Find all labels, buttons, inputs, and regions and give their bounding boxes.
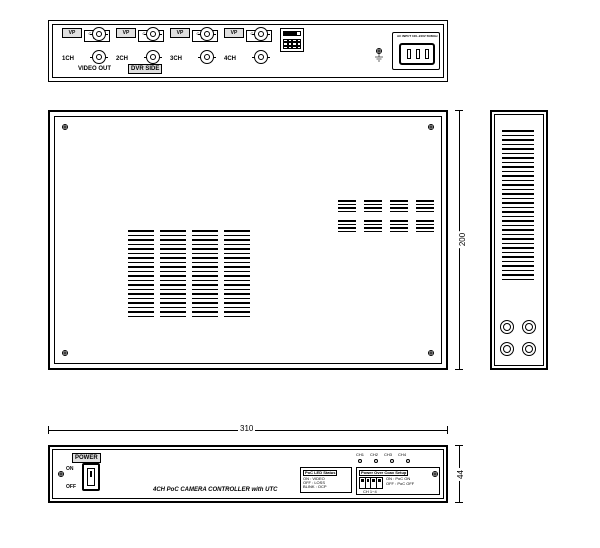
led-1 [358,459,362,463]
led-status-box: PoC LED Status ON : VIDEO OFF : LOSS BLI… [300,467,352,493]
ch2-led-label: CH2 [370,453,378,457]
front-title: 4CH PoC CAMERA CONTROLLER with UTC [153,487,277,493]
side-vents [502,130,534,283]
power-switch[interactable] [82,463,100,491]
bnc-3-bot [200,50,214,64]
rear-view: VP CAMERA OUT 1CH VP CAMERA OUT 2CH VP C… [48,20,448,82]
bnc-2-bot [146,50,160,64]
front-dip[interactable] [359,477,383,489]
top-screw-tr [428,124,434,130]
led-3 [390,459,394,463]
bnc-1-bot [92,50,106,64]
front-screw-l [58,471,64,477]
vp-box-3: VP [170,28,190,38]
rear-dip-block [280,28,304,52]
led-4 [406,459,410,463]
poc-setup-box: Power Over Coax Setup ON : PoC ON OFF : … [356,467,440,495]
ch-label-2: 2CH [116,56,128,62]
ground-icon [376,48,382,54]
ch-label-4: 4CH [224,56,236,62]
side-screw-3 [500,342,514,356]
led-blink: BLINK : OCP [303,485,349,489]
dim-depth-text: 200 [458,231,467,248]
bnc-4-bot [254,50,268,64]
front-view: POWER ON OFF 4CH PoC CAMERA CONTROLLER w… [48,445,448,503]
vent-left [128,230,250,317]
top-screw-br [428,350,434,356]
dip-off: OFF : PoC OFF [386,482,414,487]
vp-box-1: VP [62,28,82,38]
side-screw-2 [522,320,536,334]
side-view [490,110,548,370]
ch4-led-label: CH4 [398,453,406,457]
iec-ac-label: AC INPUT 100~240V 50/60Hz [397,35,438,38]
on-label: ON [66,467,74,472]
ch3-led-label: CH3 [384,453,392,457]
ch-label-1: 1CH [62,56,74,62]
video-out-label: VIDEO OUT [78,66,111,72]
vp-box-2: VP [116,28,136,38]
bnc-4-top [254,27,268,41]
led-2 [374,459,378,463]
side-screw-1 [500,320,514,334]
power-label: POWER [72,453,101,463]
side-screw-4 [522,342,536,356]
dvr-side-label: DVR SIDE [128,64,162,74]
iec-inlet-outer: AC INPUT 100~240V 50/60Hz [392,32,440,70]
bnc-1-top [92,27,106,41]
dim-width-text: 310 [238,424,255,433]
bnc-2-top [146,27,160,41]
vent-right [338,200,434,240]
dim-height-text: 44 [456,468,465,481]
vp-box-4: VP [224,28,244,38]
top-screw-tl [62,124,68,130]
off-label: OFF [66,485,76,490]
bnc-3-top [200,27,214,41]
front-screw-r [432,471,438,477]
top-view [48,110,448,370]
ch1-led-label: CH1 [356,453,364,457]
ch-label-3: 3CH [170,56,182,62]
dip-bottom: CH 1~4 [363,490,437,494]
top-screw-bl [62,350,68,356]
